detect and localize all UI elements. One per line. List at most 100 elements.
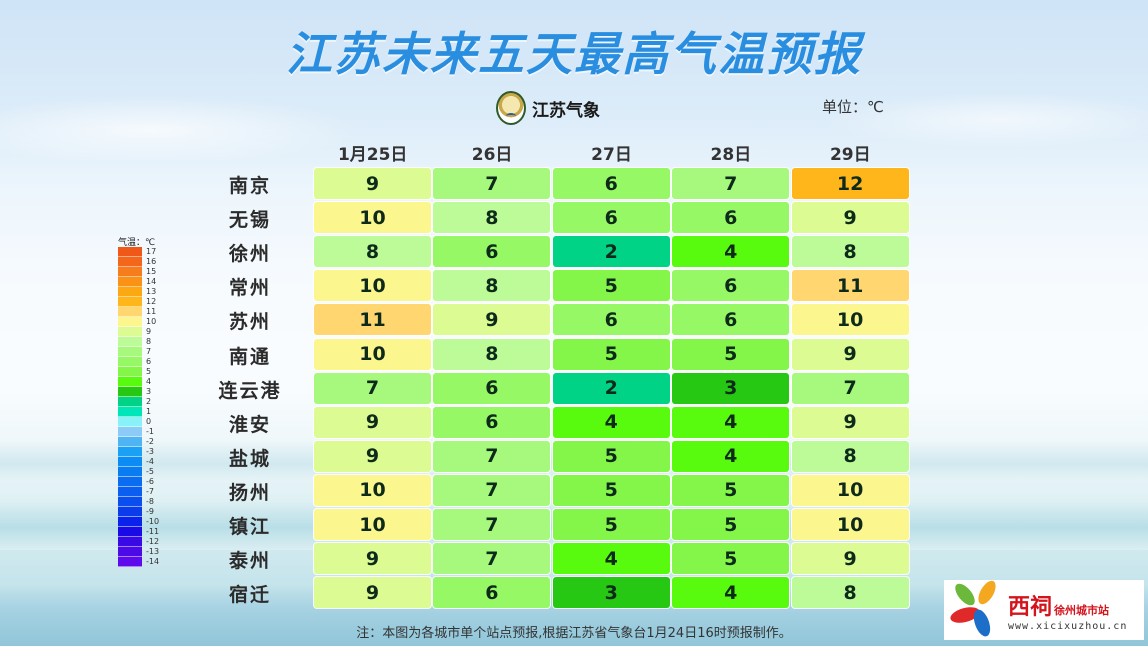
legend-item: -13 bbox=[118, 547, 159, 557]
chart-title: 江苏未来五天最高气温预报 bbox=[286, 27, 862, 81]
watermark-url: www.xicixuzhou.cn bbox=[1008, 620, 1128, 632]
legend-item: -3 bbox=[118, 447, 159, 457]
legend-swatch bbox=[118, 357, 142, 367]
watermark-sub: 徐州城市站 bbox=[1054, 603, 1110, 617]
legend-item: 1 bbox=[118, 407, 159, 417]
temperature-cell: 5 bbox=[672, 474, 790, 506]
temperature-cell: 6 bbox=[433, 236, 551, 268]
legend-value: 7 bbox=[146, 347, 152, 356]
legend-item: 2 bbox=[118, 397, 159, 407]
temperature-cell: 10 bbox=[314, 270, 431, 302]
temperature-cell: 6 bbox=[552, 304, 670, 336]
legend-swatch bbox=[118, 257, 142, 267]
legend-item: 7 bbox=[118, 347, 159, 357]
legend-swatch bbox=[118, 457, 142, 467]
city-label: 盐城 bbox=[228, 447, 271, 470]
legend-value: -1 bbox=[146, 427, 154, 436]
temperature-cell: 9 bbox=[314, 577, 431, 609]
legend-item: -1 bbox=[118, 427, 159, 437]
legend-title: 气温：℃ bbox=[118, 238, 156, 248]
city-label: 苏州 bbox=[228, 311, 271, 334]
temperature-cell: 10 bbox=[791, 304, 909, 336]
temperature-cell: 8 bbox=[314, 236, 431, 268]
temperature-cell: 8 bbox=[791, 577, 909, 609]
city-label: 徐州 bbox=[228, 243, 271, 266]
legend-item: 6 bbox=[118, 357, 159, 367]
temperature-cell: 11 bbox=[314, 304, 431, 336]
city-label: 连云港 bbox=[218, 379, 282, 402]
temperature-cell: 4 bbox=[672, 236, 790, 268]
temperature-cell: 4 bbox=[672, 440, 790, 472]
legend-item: 17 bbox=[118, 247, 159, 257]
legend-value: 14 bbox=[146, 277, 157, 286]
legend-swatch bbox=[118, 387, 142, 397]
temperature-cell: 9 bbox=[791, 543, 909, 575]
temperature-cell: 2 bbox=[552, 372, 670, 404]
legend-swatch bbox=[118, 487, 142, 497]
unit-label: 单位：℃ bbox=[822, 98, 884, 116]
legend-swatch bbox=[118, 547, 142, 557]
legend-value: -10 bbox=[146, 517, 160, 526]
temperature-cell: 9 bbox=[433, 304, 551, 336]
temperature-cell: 5 bbox=[672, 509, 790, 540]
temperature-cell: 5 bbox=[552, 338, 670, 370]
legend-value: 17 bbox=[146, 247, 157, 256]
legend-item: 12 bbox=[118, 297, 159, 307]
temperature-cell: 11 bbox=[791, 270, 909, 302]
legend-item: 11 bbox=[118, 307, 159, 317]
legend-value: 0 bbox=[146, 417, 152, 426]
column-header: 29日 bbox=[829, 145, 871, 165]
legend-item: -5 bbox=[118, 467, 159, 477]
org-branding: 江苏气象 bbox=[496, 91, 600, 125]
temperature-cell: 9 bbox=[314, 168, 431, 199]
legend-swatch bbox=[118, 347, 142, 357]
legend-value: -7 bbox=[146, 487, 154, 496]
legend-value: -6 bbox=[146, 477, 154, 486]
legend-swatch bbox=[118, 307, 142, 317]
legend-value: -12 bbox=[146, 537, 160, 546]
city-label: 南京 bbox=[228, 175, 271, 197]
legend-value: 1 bbox=[146, 407, 152, 416]
temperature-cell: 10 bbox=[791, 474, 909, 506]
temperature-cell: 3 bbox=[552, 577, 670, 609]
legend-swatch bbox=[118, 287, 142, 297]
temperature-cell: 7 bbox=[433, 509, 551, 540]
legend-item: 4 bbox=[118, 377, 159, 387]
legend-value: -9 bbox=[146, 507, 154, 516]
city-label: 泰州 bbox=[228, 550, 271, 573]
temperature-cell: 5 bbox=[552, 509, 670, 540]
legend-swatch bbox=[118, 397, 142, 407]
temperature-cell: 4 bbox=[672, 406, 790, 438]
legend-item: 15 bbox=[118, 267, 159, 277]
city-label: 镇江 bbox=[228, 516, 271, 538]
temperature-cell: 7 bbox=[433, 474, 551, 506]
legend-swatch bbox=[118, 437, 142, 447]
meteorology-logo-icon bbox=[496, 91, 526, 125]
legend-item: 10 bbox=[118, 317, 159, 327]
legend-value: 12 bbox=[146, 297, 157, 306]
legend-value: 2 bbox=[146, 397, 152, 406]
temperature-cell: 9 bbox=[314, 440, 431, 472]
temperature-cell: 5 bbox=[672, 338, 790, 370]
temperature-cell: 6 bbox=[552, 168, 670, 199]
legend-value: 6 bbox=[146, 357, 152, 366]
watermark-brand: 西祠 bbox=[1008, 593, 1053, 620]
legend-value: 13 bbox=[146, 287, 157, 296]
legend-value: -14 bbox=[146, 557, 160, 566]
legend-value: -8 bbox=[146, 497, 154, 506]
legend-item: 5 bbox=[118, 367, 159, 377]
legend-item: -6 bbox=[118, 477, 159, 487]
legend-item: -8 bbox=[118, 497, 159, 507]
legend-item: -11 bbox=[118, 527, 159, 537]
temperature-cell: 6 bbox=[672, 202, 790, 234]
temperature-cell: 10 bbox=[314, 202, 431, 234]
legend-item: 0 bbox=[118, 417, 159, 427]
temperature-cell: 7 bbox=[314, 372, 431, 404]
legend-item: -10 bbox=[118, 517, 159, 527]
legend-value: 4 bbox=[146, 377, 152, 386]
city-label: 淮安 bbox=[228, 413, 271, 436]
legend-item: -12 bbox=[118, 537, 159, 547]
temperature-cell: 8 bbox=[433, 202, 551, 234]
temperature-cell: 3 bbox=[672, 372, 790, 404]
color-legend: 气温：℃ 17 16 15 14 13 12 11 10 9 8 7 6 5 4 3 2 1 0 -1 -2 -3 -4-… bbox=[118, 235, 159, 567]
